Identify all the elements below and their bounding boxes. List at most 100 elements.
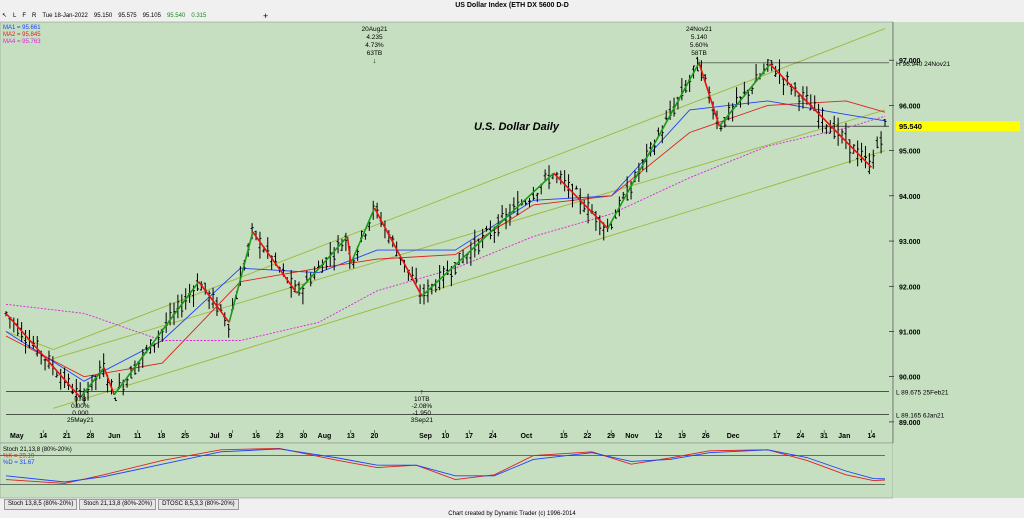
x-day-label: 15: [560, 433, 568, 440]
price-bar: [785, 71, 789, 86]
swing-line: [607, 62, 700, 229]
tab-stoch-13-8-5[interactable]: Stoch 13,8,5 (80%-20%): [4, 499, 78, 510]
x-day-label: 11: [134, 433, 142, 440]
x-day-label: 9: [229, 433, 233, 440]
channel-line: [53, 109, 886, 360]
swing-line: [5, 312, 81, 399]
price-bar: [535, 192, 539, 202]
bar-date: Tue 18-Jan-2022: [42, 13, 88, 19]
price-bar: [442, 266, 446, 289]
price-bar: [457, 252, 461, 266]
bar-change: 0.315: [191, 13, 207, 19]
channel-line: [53, 28, 886, 350]
price-bar: [695, 56, 699, 72]
stoch-k-line: [5, 447, 886, 484]
bar-high: 95.575: [118, 13, 137, 19]
price-bar: [828, 120, 832, 134]
price-bar: [125, 377, 129, 388]
tab-dtosc[interactable]: DTOSC 8,5,3,3 (80%-20%): [158, 499, 239, 510]
channel-line: [53, 150, 886, 409]
bar-low: 95.105: [142, 13, 161, 19]
price-bar: [78, 382, 82, 399]
window-title: US Dollar Index (ETH DX 5600 D-D: [455, 2, 569, 9]
swing-line: [228, 231, 254, 323]
price-bar: [227, 323, 231, 338]
x-month-label: Jun: [108, 433, 120, 440]
price-bar: [297, 281, 301, 296]
price-bar: [35, 336, 39, 357]
price-bar: [570, 183, 574, 208]
swing-annotation-text: 25May21: [67, 417, 94, 424]
price-bar: [750, 86, 754, 95]
ma-legend-label: MA4 = 95.763: [3, 39, 41, 45]
level-label: L 89.165 6Jan21: [896, 412, 945, 419]
y-tick-label: 94.000: [899, 194, 921, 201]
swing-annotation-text: 4.73%: [365, 42, 384, 49]
x-day-label: 22: [583, 433, 591, 440]
tab-stoch-21-13-8[interactable]: Stoch 21,13,8 (80%-20%): [79, 499, 157, 510]
indicator-tabs: Stoch 13,8,5 (80%-20%) Stoch 21,13,8 (80…: [0, 499, 1024, 510]
add-plus-icon[interactable]: +: [263, 11, 269, 21]
price-bar: [883, 118, 887, 127]
x-day-label: 25: [181, 433, 189, 440]
price-bar: [574, 185, 578, 190]
toolbar-r-button[interactable]: R: [32, 13, 37, 19]
toolbar-f-button[interactable]: F: [22, 13, 27, 19]
price-bar: [211, 287, 215, 309]
price-bar: [625, 176, 629, 201]
down-arrow-icon: ↓: [697, 58, 701, 65]
swing-annotation-text: 0.00%: [71, 403, 90, 410]
x-month-label: Nov: [625, 433, 638, 440]
x-day-label: 28: [87, 433, 95, 440]
x-day-label: 23: [276, 433, 284, 440]
swing-line: [79, 367, 105, 398]
price-bar: [863, 145, 867, 169]
stoch-legend-label: Stoch 21,13,8 (80%-20%): [3, 447, 72, 453]
price-bar: [266, 237, 270, 259]
x-month-label: Dec: [727, 433, 740, 440]
y-tick-label: 89.000: [899, 420, 921, 427]
swing-annotation-text: 24Nov21: [686, 26, 712, 33]
price-bar: [598, 215, 602, 236]
price-bar: [820, 107, 824, 133]
stoch-legend-label: %D = 31.67: [3, 460, 35, 466]
price-bar: [594, 211, 598, 231]
swing-line: [553, 172, 609, 229]
bar-close: 95.540: [166, 13, 186, 19]
swing-annotation-text: -2.08%: [412, 403, 433, 410]
cursor-icon[interactable]: ↖: [2, 13, 8, 19]
price-chart[interactable]: H 96.940 24Nov21 L 95.540 30 Nov 21 L 89.675…: [0, 0, 1024, 499]
y-tick-label: 92.000: [899, 284, 921, 291]
x-month-label: Jan: [838, 433, 850, 440]
price-bar: [485, 225, 489, 232]
swing-annotation-text: 4.235: [366, 34, 383, 41]
swing-line: [113, 281, 200, 396]
x-day-label: 16: [252, 433, 260, 440]
swing-line: [373, 207, 423, 297]
price-bar: [301, 284, 305, 305]
swing-annotation-text: 63TB: [367, 50, 383, 57]
price-bar: [727, 102, 731, 121]
price-bar: [363, 233, 367, 240]
x-day-label: 14: [39, 433, 47, 440]
price-bar: [774, 65, 778, 77]
x-month-label: Sep: [419, 433, 432, 440]
up-arrow-icon: ↑: [420, 389, 424, 396]
level-label: H 96.940 24Nov21: [896, 61, 951, 68]
chart-credit: Chart created by Dynamic Trader (c) 1996…: [448, 511, 576, 517]
y-tick-label: 96.000: [899, 103, 921, 110]
price-bar: [559, 170, 563, 185]
price-panel: [0, 21, 894, 444]
up-arrow-icon: ↑: [79, 389, 83, 396]
swing-annotation-text: -1.950: [413, 410, 432, 417]
price-bar: [63, 367, 67, 389]
swing-line: [103, 367, 115, 396]
price-bar: [567, 174, 571, 199]
swing-annotation-text: 3Sep21: [411, 417, 434, 424]
price-axis-panel: [893, 22, 1024, 443]
price-bar: [797, 93, 801, 112]
x-day-label: 29: [607, 433, 615, 440]
x-day-label: 17: [773, 433, 781, 440]
toolbar-l-button[interactable]: L: [13, 13, 17, 19]
